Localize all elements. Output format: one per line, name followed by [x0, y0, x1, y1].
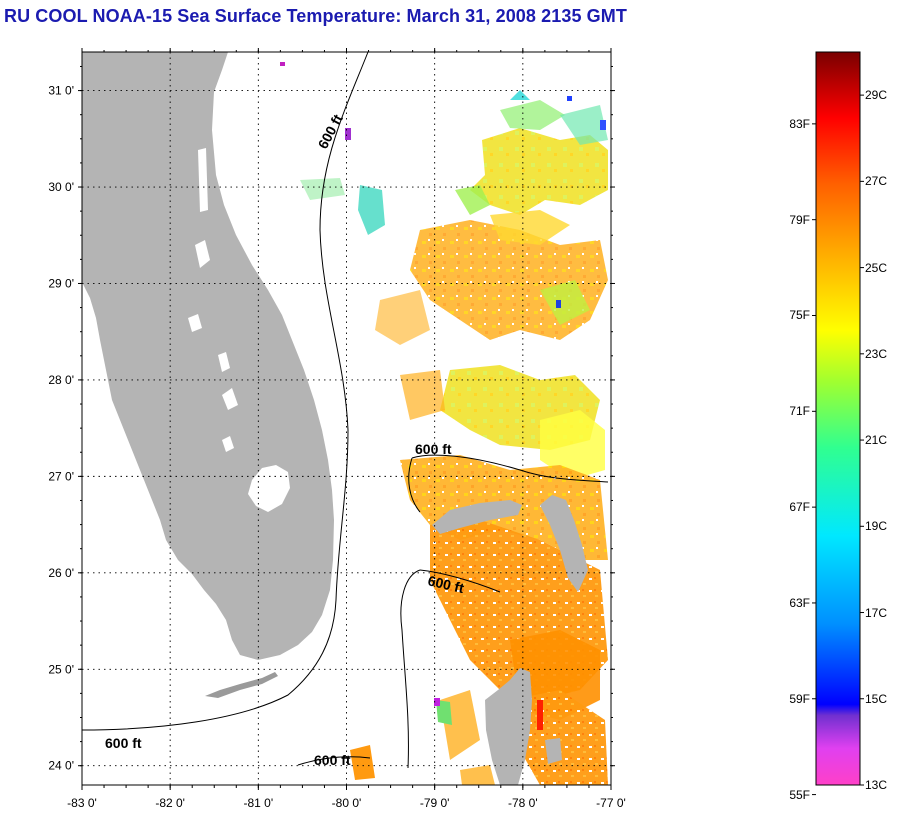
colorbar-c-label: 27C: [865, 174, 888, 189]
grand-bahama: [432, 500, 522, 534]
lat-tick-label: 29 0': [48, 276, 74, 290]
andros: [485, 668, 532, 785]
colorbar-f-label: 75F: [789, 308, 810, 323]
contour-label: 600 ft: [105, 735, 142, 751]
lon-tick-label: -83 0': [67, 796, 97, 810]
lat-tick-label: 26 0': [48, 566, 74, 580]
lat-tick-label: 30 0': [48, 180, 74, 194]
lon-tick-label: -79 0': [420, 796, 450, 810]
map-axes: 24 0' 25 0' 26 0' 27 0' 28 0' 29 0' 30 0' 31 0'…: [48, 48, 626, 810]
land-layer: [82, 52, 588, 785]
colorbar-ticks: [812, 94, 864, 796]
colorbar-f-label: 67F: [789, 500, 810, 515]
lon-tick-label: -82 0': [155, 796, 185, 810]
colorbar-c-label: 25C: [865, 260, 888, 275]
colorbar-c-label: 17C: [865, 605, 888, 620]
lat-tick-label: 24 0': [48, 759, 74, 773]
colorbar-c-label: 23C: [865, 346, 888, 361]
isobath-600ft: [81, 51, 609, 769]
colorbar-c-label: 13C: [865, 778, 888, 792]
isobath-labels: 600 ft 600 ft 600 ft 600 ft 600 ft: [105, 111, 466, 768]
graticule: [82, 52, 611, 785]
contour-label: 600 ft: [314, 752, 351, 768]
colorbar-f-label: 55F: [789, 787, 810, 802]
lon-tick-label: -78 0': [508, 796, 538, 810]
lat-tick-label: 28 0': [48, 373, 74, 387]
colorbar-f-label: 83F: [789, 116, 810, 131]
lon-tick-label: -81 0': [244, 796, 274, 810]
colorbar-c-label: 19C: [865, 519, 888, 534]
map-title: RU COOL NOAA-15 Sea Surface Temperature:…: [4, 6, 627, 26]
contour-label: 600 ft: [415, 441, 452, 457]
lat-tick-label: 25 0': [48, 662, 74, 676]
lat-tick-label: 31 0': [48, 84, 74, 98]
colorbar-c-label: 29C: [865, 88, 888, 103]
lat-tick-label: 27 0': [48, 469, 74, 483]
colorbar-c-label: 15C: [865, 691, 888, 706]
colorbar-f-label: 63F: [789, 595, 810, 610]
lon-tick-label: -77 0': [596, 796, 626, 810]
colorbar-f-label: 59F: [789, 691, 810, 706]
colorbar-f-label: 71F: [789, 404, 810, 419]
colorbar-f-label: 79F: [789, 212, 810, 227]
temperature-colorbar: [815, 51, 861, 786]
colorbar-c-label: 21C: [865, 433, 888, 448]
lon-tick-label: -80 0': [332, 796, 362, 810]
